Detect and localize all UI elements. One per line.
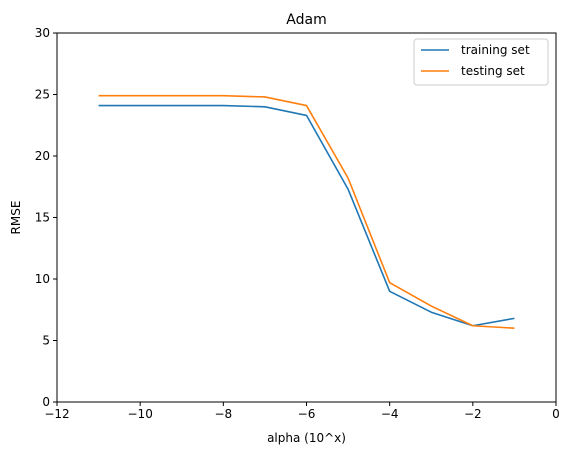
y-axis-ticks: 0 5 10 15 20 25 30: [35, 26, 57, 409]
legend-label: training set: [461, 43, 530, 57]
y-tick-label: 30: [35, 26, 50, 40]
y-tick-label: 25: [35, 88, 50, 102]
x-tick-label: 0: [552, 407, 560, 421]
y-tick-label: 20: [35, 149, 50, 163]
y-tick-label: 10: [35, 272, 50, 286]
x-axis-ticks: −12 −10 −8 −6 −4 −2 0: [44, 402, 560, 421]
x-tick-label: −2: [464, 407, 482, 421]
y-axis-label: RMSE: [9, 201, 23, 235]
series-lines: [98, 94, 515, 329]
legend-label: testing set: [461, 64, 525, 78]
y-tick-label: 0: [42, 395, 50, 409]
x-tick-label: −6: [298, 407, 316, 421]
series-line-1: [98, 94, 515, 329]
x-tick-label: −12: [44, 407, 69, 421]
plot-area: [57, 33, 556, 402]
y-tick-label: 5: [42, 334, 50, 348]
x-tick-label: −8: [214, 407, 232, 421]
x-axis-label: alpha (10^x): [267, 431, 346, 445]
x-tick-label: −4: [381, 407, 399, 421]
series-line-0: [98, 104, 515, 327]
chart-title: Adam: [286, 12, 326, 28]
legend: training set testing set: [413, 38, 549, 86]
x-tick-label: −10: [128, 407, 153, 421]
y-tick-label: 15: [35, 211, 50, 225]
